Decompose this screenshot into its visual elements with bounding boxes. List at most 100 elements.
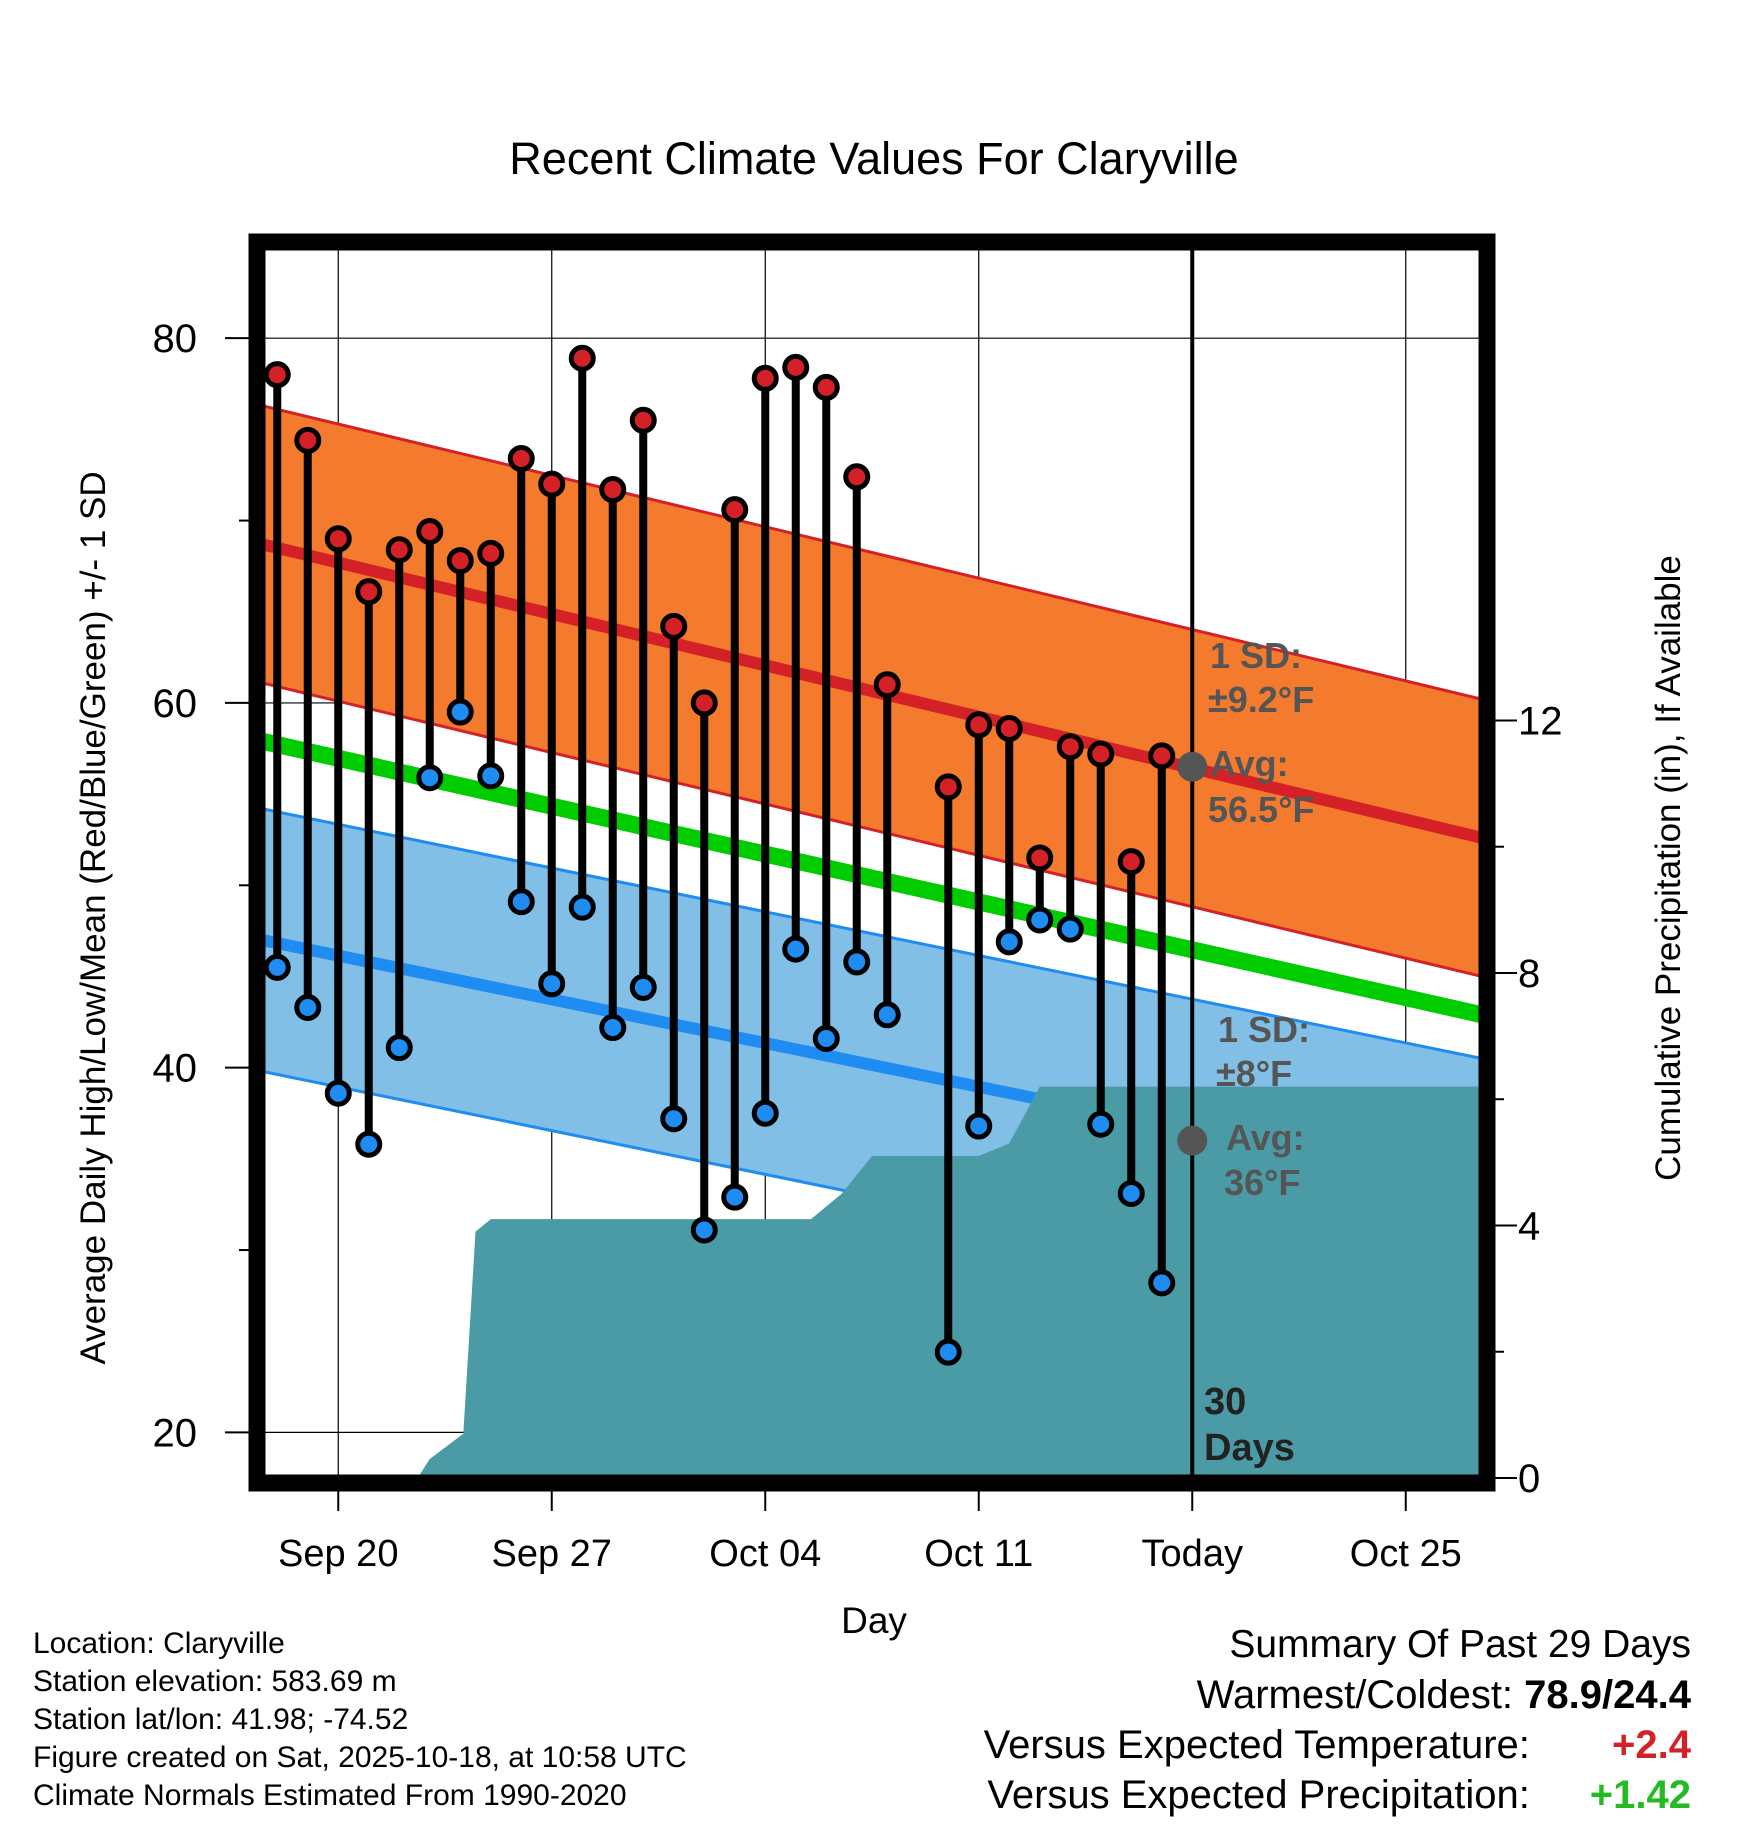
low-temp-point: [660, 1105, 688, 1133]
low-temp-point: [507, 888, 535, 916]
low-temp-point: [812, 1024, 840, 1052]
high-sd-value: ±9.2°F: [1208, 679, 1314, 720]
low-temp-point: [568, 893, 596, 921]
low-temp-point: [965, 1112, 993, 1140]
precip-label: Versus Expected Precipitation:: [987, 1773, 1530, 1817]
summary-temp: Versus Expected Temperature: +2.4: [984, 1720, 1691, 1770]
high-temp-point: [263, 361, 291, 389]
low-temp-point: [416, 764, 444, 792]
high-temp-point: [934, 773, 962, 801]
high-temp-point: [843, 463, 871, 491]
y2-tick-label: 4: [1518, 1204, 1540, 1248]
high-sd-label: 1 SD:: [1210, 635, 1302, 676]
low-temp-point: [446, 698, 474, 726]
info-created: Figure created on Sat, 2025-10-18, at 10…: [33, 1741, 687, 1774]
low-temp-point: [721, 1183, 749, 1211]
warm-cold-value: 78.9/24.4: [1524, 1673, 1691, 1717]
low-avg-label: Avg:: [1226, 1117, 1305, 1158]
low-temp-point: [1056, 915, 1084, 943]
low-temp-point: [782, 935, 810, 963]
low-sd-value: ±8°F: [1216, 1053, 1292, 1094]
summary-precip: Versus Expected Precipitation: +1.42: [984, 1770, 1691, 1820]
high-temp-point: [721, 496, 749, 524]
low-temp-point: [629, 973, 657, 1001]
days-unit-label: Days: [1204, 1427, 1295, 1469]
high-temp-point: [538, 470, 566, 498]
high-avg-marker: [1177, 751, 1208, 782]
info-normals: Climate Normals Estimated From 1990-2020: [33, 1779, 627, 1812]
normal-mean-line: [262, 732, 1482, 1024]
low-temp-point: [385, 1034, 413, 1062]
low-temp-point: [263, 953, 291, 981]
high-temp-point: [873, 671, 901, 699]
temp-label: Versus Expected Temperature:: [983, 1723, 1530, 1767]
low-temp-point: [538, 970, 566, 998]
x-axis-label: Day: [841, 1600, 907, 1641]
low-temp-point: [690, 1216, 718, 1244]
summary-warm-cold: Warmest/Coldest: 78.9/24.4: [984, 1670, 1691, 1720]
plot-frame: [248, 233, 1496, 1492]
x-tick-label: Today: [1142, 1533, 1243, 1575]
high-temp-point: [1117, 848, 1145, 876]
y-tick-label: 40: [153, 1047, 198, 1091]
info-location: Location: Claryville: [33, 1627, 285, 1660]
high-temp-point: [416, 517, 444, 545]
station-info: Location: Claryville Station elevation: …: [33, 1625, 687, 1815]
y-axis-label: Average Daily High/Low/Mean (Red/Blue/Gr…: [74, 471, 113, 1364]
info-elevation: Station elevation: 583.69 m: [33, 1665, 397, 1698]
low-temp-point: [1087, 1110, 1115, 1138]
low-temp-point: [324, 1079, 352, 1107]
low-temp-point: [599, 1014, 627, 1042]
x-tick-label: Sep 20: [278, 1533, 398, 1575]
high-temp-point: [751, 364, 779, 392]
low-temp-point: [843, 948, 871, 976]
high-temp-point: [355, 578, 383, 606]
high-avg-value: 56.5°F: [1208, 789, 1314, 830]
high-temp-point: [1087, 740, 1115, 768]
summary-panel: Summary Of Past 29 Days Warmest/Coldest:…: [984, 1620, 1691, 1820]
temp-value: +2.4: [1612, 1723, 1691, 1767]
high-temp-point: [294, 426, 322, 454]
high-temp-point: [477, 539, 505, 567]
y2-tick-label: 12: [1518, 699, 1563, 743]
chart-title: Recent Climate Values For Claryville: [509, 133, 1238, 184]
low-temp-point: [1117, 1180, 1145, 1208]
y-tick-label: 20: [153, 1411, 198, 1455]
warm-cold-label: Warmest/Coldest:: [1196, 1673, 1514, 1717]
high-temp-point: [507, 445, 535, 473]
high-temp-point: [995, 714, 1023, 742]
high-temp-point: [1148, 742, 1176, 770]
x-tick-label: Sep 27: [492, 1533, 612, 1575]
y2-tick-label: 0: [1518, 1457, 1540, 1501]
high-temp-point: [1026, 844, 1054, 872]
high-temp-point: [1056, 733, 1084, 761]
normal-high-line: [262, 538, 1482, 844]
high-temp-point: [965, 711, 993, 739]
low-temp-point: [1148, 1269, 1176, 1297]
low-temp-point: [355, 1130, 383, 1158]
low-sd-label: 1 SD:: [1218, 1009, 1310, 1050]
low-temp-point: [294, 993, 322, 1021]
high-temp-point: [690, 689, 718, 717]
precip-value: +1.42: [1589, 1773, 1691, 1817]
high-temp-point: [629, 406, 657, 434]
high-avg-label: Avg:: [1210, 743, 1289, 784]
high-temp-point: [446, 547, 474, 575]
low-temp-point: [995, 928, 1023, 956]
high-temp-point: [782, 353, 810, 381]
days-count-label: 30: [1204, 1381, 1246, 1423]
low-avg-value: 36°F: [1224, 1162, 1300, 1203]
info-latlon: Station lat/lon: 41.98; -74.52: [33, 1703, 409, 1736]
x-tick-label: Oct 11: [924, 1533, 1033, 1575]
x-tick-label: Oct 04: [709, 1533, 821, 1575]
y-tick-label: 80: [153, 317, 198, 361]
low-temp-point: [873, 1001, 901, 1029]
summary-title: Summary Of Past 29 Days: [1229, 1623, 1691, 1666]
high-temp-point: [599, 476, 627, 504]
high-temp-point: [660, 612, 688, 640]
high-temp-point: [324, 525, 352, 553]
low-temp-point: [751, 1099, 779, 1127]
high-temp-point: [385, 536, 413, 564]
y2-tick-label: 8: [1518, 952, 1540, 996]
